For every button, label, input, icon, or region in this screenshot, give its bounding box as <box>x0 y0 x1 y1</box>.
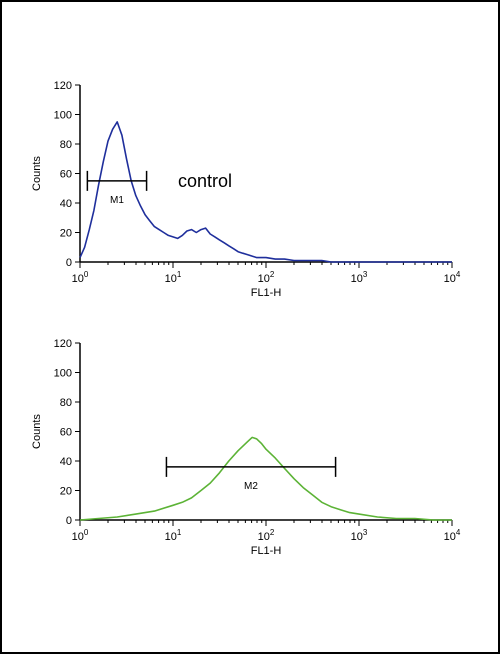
x-tick-label: 103 <box>351 528 368 543</box>
y-tick-label: 20 <box>60 228 72 240</box>
y-tick-label: 0 <box>66 257 72 269</box>
x-tick-label: 104 <box>444 528 461 543</box>
y-tick-label: 80 <box>60 139 72 151</box>
x-tick-label: 101 <box>165 270 182 285</box>
histogram-line <box>79 121 452 263</box>
y-tick-label: 100 <box>54 368 72 380</box>
x-tick-label: 103 <box>351 270 368 285</box>
y-tick-label: 0 <box>66 515 72 527</box>
x-tick-label: 102 <box>258 528 275 543</box>
y-tick-label: 60 <box>60 169 72 181</box>
gate-label: M1 <box>110 195 124 206</box>
x-tick-label: 100 <box>72 528 89 543</box>
y-tick-label: 100 <box>54 110 72 122</box>
y-tick-label: 120 <box>54 80 72 92</box>
histogram-panel-1: 0 20 40 60 80 100 120 100 101 102 103 104 FL1-H Count… <box>31 80 461 299</box>
y-tick-label: 20 <box>60 486 72 498</box>
x-tick-label: 101 <box>165 528 182 543</box>
x-tick-label: 100 <box>72 270 89 285</box>
y-tick-label: 120 <box>54 338 72 350</box>
histogram-line <box>79 436 452 521</box>
y-axis-title: Counts <box>31 414 43 449</box>
annotation-label: control <box>178 171 232 191</box>
histogram-panel-2: 0 20 40 60 80 100 120 100 101 102 103 104 FL1-H Count… <box>31 338 461 557</box>
gate-label: M2 <box>244 481 258 492</box>
y-tick-label: 80 <box>60 397 72 409</box>
y-tick-label: 40 <box>60 456 72 468</box>
x-axis-title: FL1-H <box>251 545 282 557</box>
y-tick-label: 40 <box>60 198 72 210</box>
x-tick-label: 102 <box>258 270 275 285</box>
y-axis-title: Counts <box>31 156 43 191</box>
y-tick-label: 60 <box>60 427 72 439</box>
x-axis-title: FL1-H <box>251 287 282 299</box>
x-tick-label: 104 <box>444 270 461 285</box>
